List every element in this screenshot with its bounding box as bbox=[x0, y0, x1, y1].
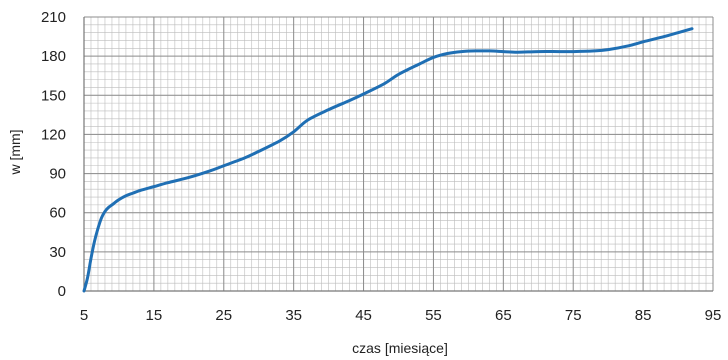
y-tick-label: 0 bbox=[58, 283, 66, 300]
axes bbox=[83, 17, 713, 292]
x-tick-label: 55 bbox=[425, 307, 442, 324]
x-tick-label: 65 bbox=[495, 307, 512, 324]
y-tick-label: 60 bbox=[49, 205, 66, 222]
series-line bbox=[82, 27, 694, 293]
y-tick-label: 30 bbox=[49, 244, 66, 261]
x-axis-label: czas [miesiące] bbox=[352, 340, 448, 356]
y-axis-label: w [mm] bbox=[7, 129, 23, 175]
x-tick-label: 15 bbox=[146, 307, 163, 324]
x-tick-label: 75 bbox=[565, 307, 582, 324]
x-tick-label: 95 bbox=[705, 307, 722, 324]
y-tick-label: 210 bbox=[41, 9, 66, 26]
x-tick-label: 35 bbox=[285, 307, 302, 324]
y-tick-label: 180 bbox=[41, 48, 66, 65]
tick-labels: 5 15 25 35 45 55 65 75 85 95 0 30 60 90 120 150 180 210 bbox=[41, 9, 721, 324]
y-tick-label: 120 bbox=[41, 126, 66, 143]
x-tick-label: 5 bbox=[80, 307, 88, 324]
x-tick-label: 25 bbox=[215, 307, 232, 324]
y-tick-label: 150 bbox=[41, 87, 66, 104]
x-tick-label: 85 bbox=[635, 307, 652, 324]
series-layer bbox=[82, 27, 694, 293]
x-tick-label: 45 bbox=[355, 307, 372, 324]
y-tick-label: 90 bbox=[49, 166, 66, 183]
